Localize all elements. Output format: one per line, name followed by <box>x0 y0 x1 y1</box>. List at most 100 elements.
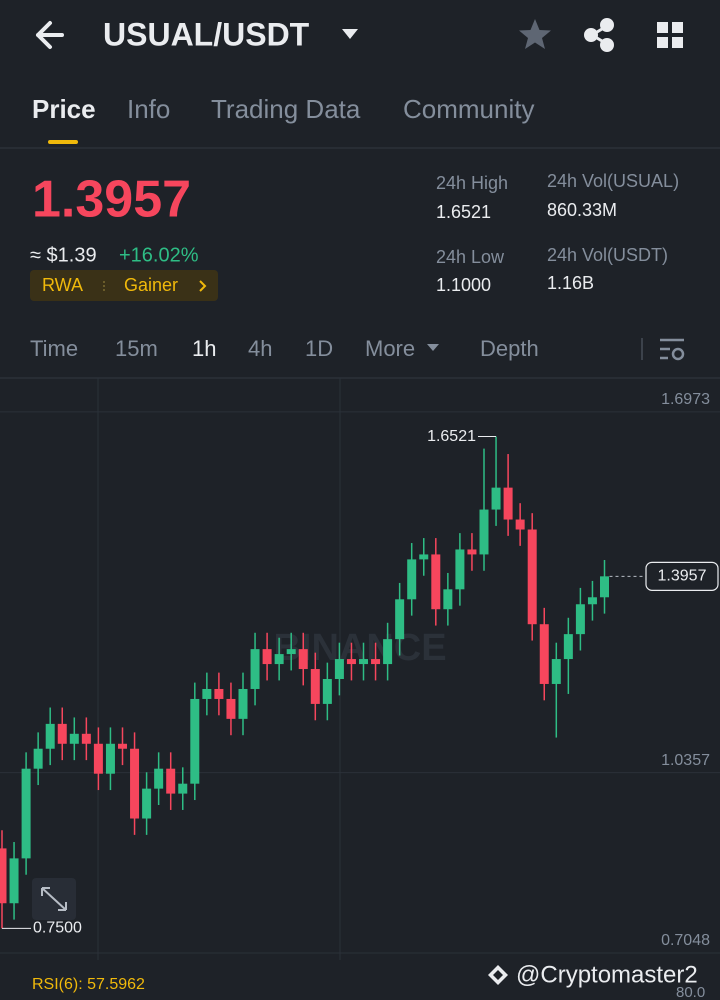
stat-label: 24h Vol(USDT) <box>547 245 668 265</box>
price-change: +16.02% <box>119 244 199 266</box>
candle-body <box>310 669 320 704</box>
candle-body <box>45 723 55 749</box>
tab[interactable]: Info <box>127 94 170 124</box>
candle-body <box>274 654 284 665</box>
candle-body <box>587 597 597 605</box>
y-tick-label: 0.7048 <box>661 932 710 949</box>
candle-body <box>0 848 7 904</box>
interval[interactable]: 1D <box>305 336 333 361</box>
candle-body <box>443 589 453 610</box>
high-label: 1.6521 <box>427 428 476 445</box>
candle-body <box>178 783 188 794</box>
candle-body <box>69 733 79 744</box>
tab[interactable]: Trading Data <box>211 94 361 124</box>
candle-body <box>202 688 212 699</box>
candle-body <box>57 723 67 744</box>
candle-body <box>142 788 152 819</box>
candle-body <box>395 599 405 640</box>
candle-body <box>479 509 489 555</box>
candle-body <box>322 679 332 704</box>
last-price-box <box>645 561 719 591</box>
candle-body <box>563 634 573 660</box>
more-dropdown[interactable] <box>427 344 439 351</box>
stat-value: 860.33M <box>547 200 617 220</box>
candle-body <box>21 768 31 859</box>
candle-body <box>105 743 115 774</box>
candle-body <box>371 659 381 665</box>
tag-arrow <box>199 280 207 292</box>
candle-body <box>9 858 19 904</box>
tag[interactable]: RWA <box>42 275 83 295</box>
candle-body <box>214 688 224 699</box>
stat-value: 1.6521 <box>436 202 491 222</box>
candle-body <box>551 659 561 684</box>
candle-body <box>33 748 43 769</box>
candle-body <box>286 649 296 655</box>
candle-body <box>166 768 176 794</box>
last-price: 1.3957 <box>32 171 191 229</box>
tag[interactable]: Gainer <box>124 275 178 295</box>
candle-body <box>491 487 501 510</box>
stat-label: 24h Vol(USUAL) <box>547 171 679 191</box>
tab[interactable]: Community <box>403 94 534 124</box>
interval[interactable]: Depth <box>480 336 539 361</box>
y-tick-label: 1.0357 <box>661 752 710 769</box>
candle-body <box>431 554 441 610</box>
candlestick-chart: 0.7048 1.0357 1.6973 1.6521 0.7500 1.3957 <box>0 391 720 954</box>
credit: @Cryptomaster2 <box>516 961 698 988</box>
usd-price: ≈ $1.39 <box>30 244 97 266</box>
candle-body <box>250 649 260 689</box>
candle-body <box>575 604 585 635</box>
y-tick-label: 1.6973 <box>661 391 710 408</box>
candle-body <box>226 698 236 719</box>
candle-body <box>600 576 609 598</box>
candle-body <box>81 733 91 744</box>
pair-title[interactable]: USUAL/USDT <box>103 16 310 52</box>
menu-icon[interactable] <box>657 22 683 48</box>
expand-icon <box>41 887 67 911</box>
last-price-label: 1.3957 <box>658 568 707 585</box>
low-label: 0.7500 <box>33 920 82 937</box>
tab[interactable]: Price <box>32 94 96 124</box>
stat-value: 1.16B <box>547 273 594 293</box>
interval[interactable]: 4h <box>248 336 272 361</box>
stat-value: 1.1000 <box>436 275 491 295</box>
tag-box[interactable] <box>30 270 218 301</box>
back-button[interactable] <box>36 21 64 49</box>
credit-logo <box>488 965 508 985</box>
candle-body <box>130 748 140 819</box>
tab-indicator <box>48 140 78 144</box>
candle-body <box>527 529 537 625</box>
candle-body <box>154 768 164 789</box>
rsi-axis-label: 80.0 <box>676 984 705 1000</box>
candle-body <box>298 649 308 670</box>
candle-body <box>515 519 525 530</box>
interval[interactable]: 1h <box>192 336 216 361</box>
interval[interactable]: 15m <box>115 336 158 361</box>
candle-body <box>346 659 356 665</box>
interval[interactable]: More <box>365 336 415 361</box>
pair-dropdown[interactable] <box>342 29 358 39</box>
candle-body <box>262 649 272 665</box>
rsi-label: RSI(6): 57.5962 <box>32 976 145 993</box>
chart-settings-icon[interactable] <box>660 338 685 361</box>
candle-body <box>334 659 344 680</box>
interval[interactable]: Time <box>30 336 78 361</box>
stat-label: 24h High <box>436 173 508 193</box>
candle-body <box>238 688 248 719</box>
share-icon[interactable] <box>584 18 614 52</box>
candle-body <box>93 743 103 774</box>
candle-body <box>539 624 549 684</box>
candle-body <box>419 554 429 560</box>
candle-body <box>467 549 477 555</box>
candle-body <box>503 487 513 520</box>
candle-body <box>455 549 465 590</box>
candle-body <box>359 659 368 665</box>
stat-label: 24h Low <box>436 247 505 267</box>
candle-body <box>383 639 393 665</box>
favorite-icon[interactable] <box>519 19 551 49</box>
candle-body <box>407 559 417 600</box>
candle-body <box>190 698 200 784</box>
